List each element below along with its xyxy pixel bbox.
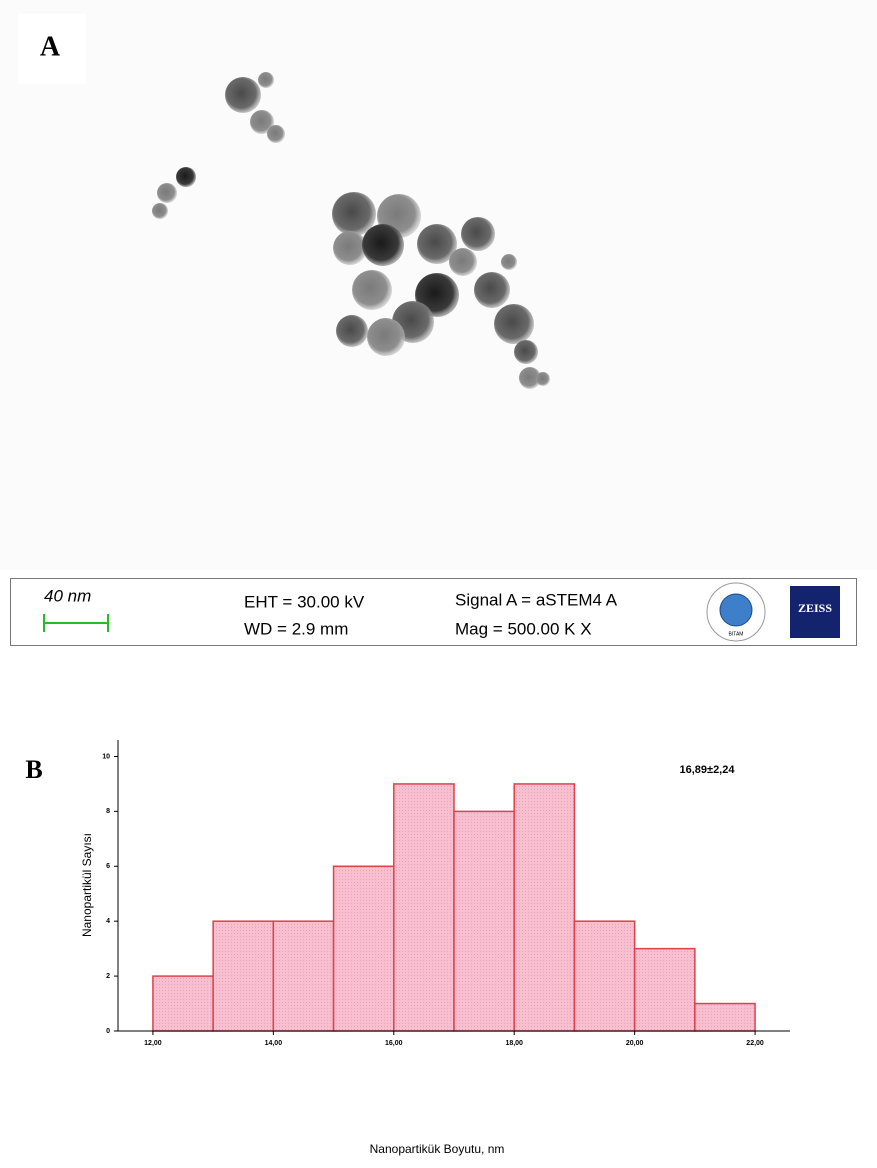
y-tick-label: 10 xyxy=(102,753,110,760)
bar xyxy=(695,1004,755,1031)
y-tick-label: 4 xyxy=(106,918,110,925)
bar xyxy=(514,784,574,1031)
bar xyxy=(153,976,213,1031)
bar xyxy=(334,866,394,1031)
histogram: 0 2 4 6 8 10 12,00 14,00 16,00 18,00 20,00 22,00 Nan… xyxy=(80,740,790,1156)
logo-emblem xyxy=(720,594,752,626)
bar xyxy=(213,921,273,1031)
bar xyxy=(273,921,333,1031)
mag: Mag = 500.00 K X xyxy=(455,619,592,638)
x-tick-label: 16,00 xyxy=(385,1040,403,1047)
annotation: 16,89±2,24 xyxy=(680,764,736,776)
x-tick-label: 20,00 xyxy=(626,1040,644,1047)
bar xyxy=(454,811,514,1031)
signal: Signal A = aSTEM4 A xyxy=(455,590,618,609)
panel-label: A xyxy=(40,31,61,62)
y-tick-label: 0 xyxy=(106,1028,110,1035)
bar xyxy=(635,949,695,1031)
eht: EHT = 30.00 kV xyxy=(244,592,365,611)
x-tick-label: 14,00 xyxy=(265,1040,283,1047)
y-tick-label: 8 xyxy=(106,808,110,815)
x-tick-label: 22,00 xyxy=(746,1040,764,1047)
bar xyxy=(394,784,454,1031)
y-axis-label: Nanopartikül Sayısı xyxy=(80,833,94,937)
y-tick-label: 2 xyxy=(106,973,110,980)
x-tick-label: 18,00 xyxy=(505,1040,523,1047)
logo-text: BITAM xyxy=(729,631,744,637)
y-tick-label: 6 xyxy=(106,863,110,870)
bar xyxy=(574,921,634,1031)
x-tick-label: 12,00 xyxy=(144,1040,162,1047)
scale-label: 40 nm xyxy=(44,586,91,605)
brand: ZEISS xyxy=(798,601,832,615)
x-axis-label: Nanopartikük Boyutu, nm xyxy=(370,1142,505,1156)
page: A 40 nm EHT = 30.00 kV WD = 2.9 mm Signa… xyxy=(0,0,877,1163)
figure: A 40 nm EHT = 30.00 kV WD = 2.9 mm Signa… xyxy=(0,0,877,1163)
wd: WD = 2.9 mm xyxy=(244,619,348,638)
panel-label: B xyxy=(25,755,42,784)
